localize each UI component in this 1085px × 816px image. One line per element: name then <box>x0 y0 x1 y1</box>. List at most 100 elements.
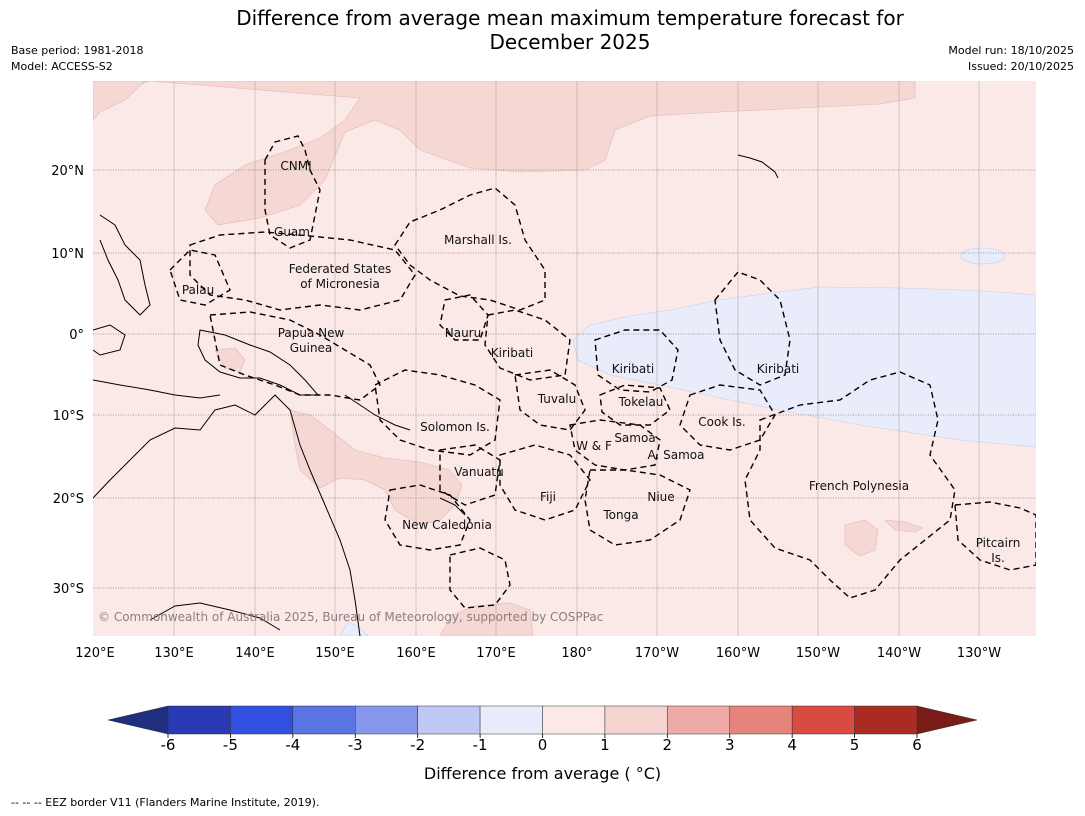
anomaly-north-warm <box>93 81 916 226</box>
label-niue: Niue <box>647 490 674 504</box>
eez-norfolk <box>449 547 511 609</box>
colorbar-segment <box>167 705 231 735</box>
lat-label: 10°S <box>53 409 84 424</box>
colorbar-over-arrow <box>916 705 978 735</box>
colorbar-segment <box>729 705 793 735</box>
colorbar-tick-label: 0 <box>538 736 548 754</box>
colorbar-tick-label: 6 <box>912 736 922 754</box>
colorbar-segment <box>667 705 730 735</box>
label-pitcairn-1: Pitcairn <box>976 536 1021 550</box>
colorbar-label: Difference from average ( °C) <box>423 764 662 783</box>
eez-niue-tonga <box>584 469 691 546</box>
anomaly-tasman-cool <box>339 621 369 636</box>
eez-footnote: -- -- -- EEZ border V11 (Flanders Marine… <box>11 796 320 809</box>
colorbar-segment <box>355 705 418 735</box>
anomaly-fr-poly-warm <box>844 519 879 557</box>
meta-left: Base period: 1981-2018 Model: ACCESS-S2 <box>11 43 143 75</box>
map-title: Difference from average mean maximum tem… <box>0 6 1085 54</box>
colorbar-tick-label: 1 <box>600 736 610 754</box>
label-guam: Guam <box>274 225 310 239</box>
label-vanuatu: Vanuatu <box>454 465 504 479</box>
eez-palau <box>169 249 231 306</box>
label-solomon: Solomon Is. <box>420 420 490 434</box>
colorbar-under-arrow <box>107 705 169 735</box>
label-cook: Cook Is. <box>698 415 745 429</box>
eez-tokelau <box>599 384 671 426</box>
latitude-lines <box>93 169 1036 589</box>
eez-new-caledonia <box>384 484 471 551</box>
title-line-1: Difference from average mean maximum tem… <box>236 6 904 30</box>
eez-samoa-wf <box>569 419 661 471</box>
coast-philippines <box>99 214 151 316</box>
eez-marshall <box>394 187 546 311</box>
coast-south-australia <box>149 602 281 631</box>
anomaly-nw-warm <box>93 81 146 121</box>
coast-borneo <box>93 324 126 356</box>
colorbar-segment <box>292 705 356 735</box>
colorbar-segment <box>542 705 606 735</box>
label-marshall: Marshall Is. <box>444 233 512 247</box>
base-period: Base period: 1981-2018 <box>11 44 144 57</box>
label-kiribati-east: Kiribati <box>757 362 799 376</box>
anomaly-png-warm <box>214 347 246 373</box>
label-nauru: Nauru <box>445 326 481 340</box>
label-fiji: Fiji <box>540 490 556 504</box>
issued-date: Issued: 20/10/2025 <box>967 60 1074 73</box>
label-new-caledonia: New Caledonia <box>402 518 492 532</box>
eez-tuvalu <box>514 369 586 431</box>
lon-label: 140°E <box>235 646 275 661</box>
colorbar-tick-label: 2 <box>663 736 673 754</box>
lon-label: 170°E <box>476 646 516 661</box>
lon-label: 160°E <box>396 646 436 661</box>
label-kiribati-central: Kiribati <box>612 362 654 376</box>
colorbar-segment <box>854 705 918 735</box>
colorbar-tick-label: 3 <box>725 736 735 754</box>
label-cnmi: CNMI <box>280 159 311 173</box>
model-run: Model run: 18/10/2025 <box>948 44 1074 57</box>
lon-label: 170°W <box>635 646 679 661</box>
label-png-1: Papua New <box>278 326 345 340</box>
colorbar-segment <box>479 705 543 735</box>
label-tonga: Tonga <box>602 508 638 522</box>
anomaly-tasman-warm <box>439 602 534 636</box>
lat-label: 0° <box>69 328 84 343</box>
lat-label: 20°S <box>53 492 84 507</box>
eez-fsm <box>189 231 416 311</box>
lon-label: 150°E <box>315 646 355 661</box>
colorbar-tick-label: -3 <box>348 736 363 754</box>
label-asamoa: A. Samoa <box>648 448 705 462</box>
colorbar-tick-label: -5 <box>223 736 238 754</box>
eez-kiribati-w <box>484 309 571 381</box>
lon-label: 120°E <box>75 646 115 661</box>
lat-label: 20°N <box>51 164 84 179</box>
label-tuvalu: Tuvalu <box>537 392 577 406</box>
coast-indonesia <box>93 379 221 399</box>
anomaly-cool-patch <box>960 247 1006 265</box>
colorbar-tick-label: 4 <box>787 736 797 754</box>
anomaly-shading <box>93 81 1036 636</box>
label-french-polynesia: French Polynesia <box>809 479 909 493</box>
eez-cnmi-guam <box>264 135 321 249</box>
lon-label: 180° <box>561 646 592 661</box>
graticule <box>173 81 980 636</box>
label-palau: Palau <box>182 283 214 297</box>
lon-label: 130°E <box>154 646 194 661</box>
colorbar-tick-label: -4 <box>285 736 300 754</box>
lon-label: 160°W <box>716 646 760 661</box>
latitude-labels: 20°N 10°N 0° 10°S 20°S 30°S <box>51 164 84 597</box>
title-line-2: December 2025 <box>489 30 651 54</box>
longitude-labels: 120°E 130°E 140°E 150°E 160°E 170°E 180°… <box>75 646 1001 661</box>
colorbar-tick-label: -2 <box>410 736 425 754</box>
label-samoa: Samoa <box>614 431 655 445</box>
coast-new-caledonia <box>439 497 466 516</box>
region-labels: CNMI Guam Marshall Is. Federated States … <box>182 159 1020 565</box>
model-name: Model: ACCESS-S2 <box>11 60 113 73</box>
copyright-notice: © Commonwealth of Australia 2025, Bureau… <box>98 610 603 624</box>
lat-label: 10°N <box>51 247 84 262</box>
lon-label: 130°W <box>957 646 1001 661</box>
label-kiribati-west: Kiribati <box>491 346 533 360</box>
eez-nauru <box>439 294 489 341</box>
anomaly-central-cool <box>572 286 1036 448</box>
coast-solomons <box>344 394 411 431</box>
